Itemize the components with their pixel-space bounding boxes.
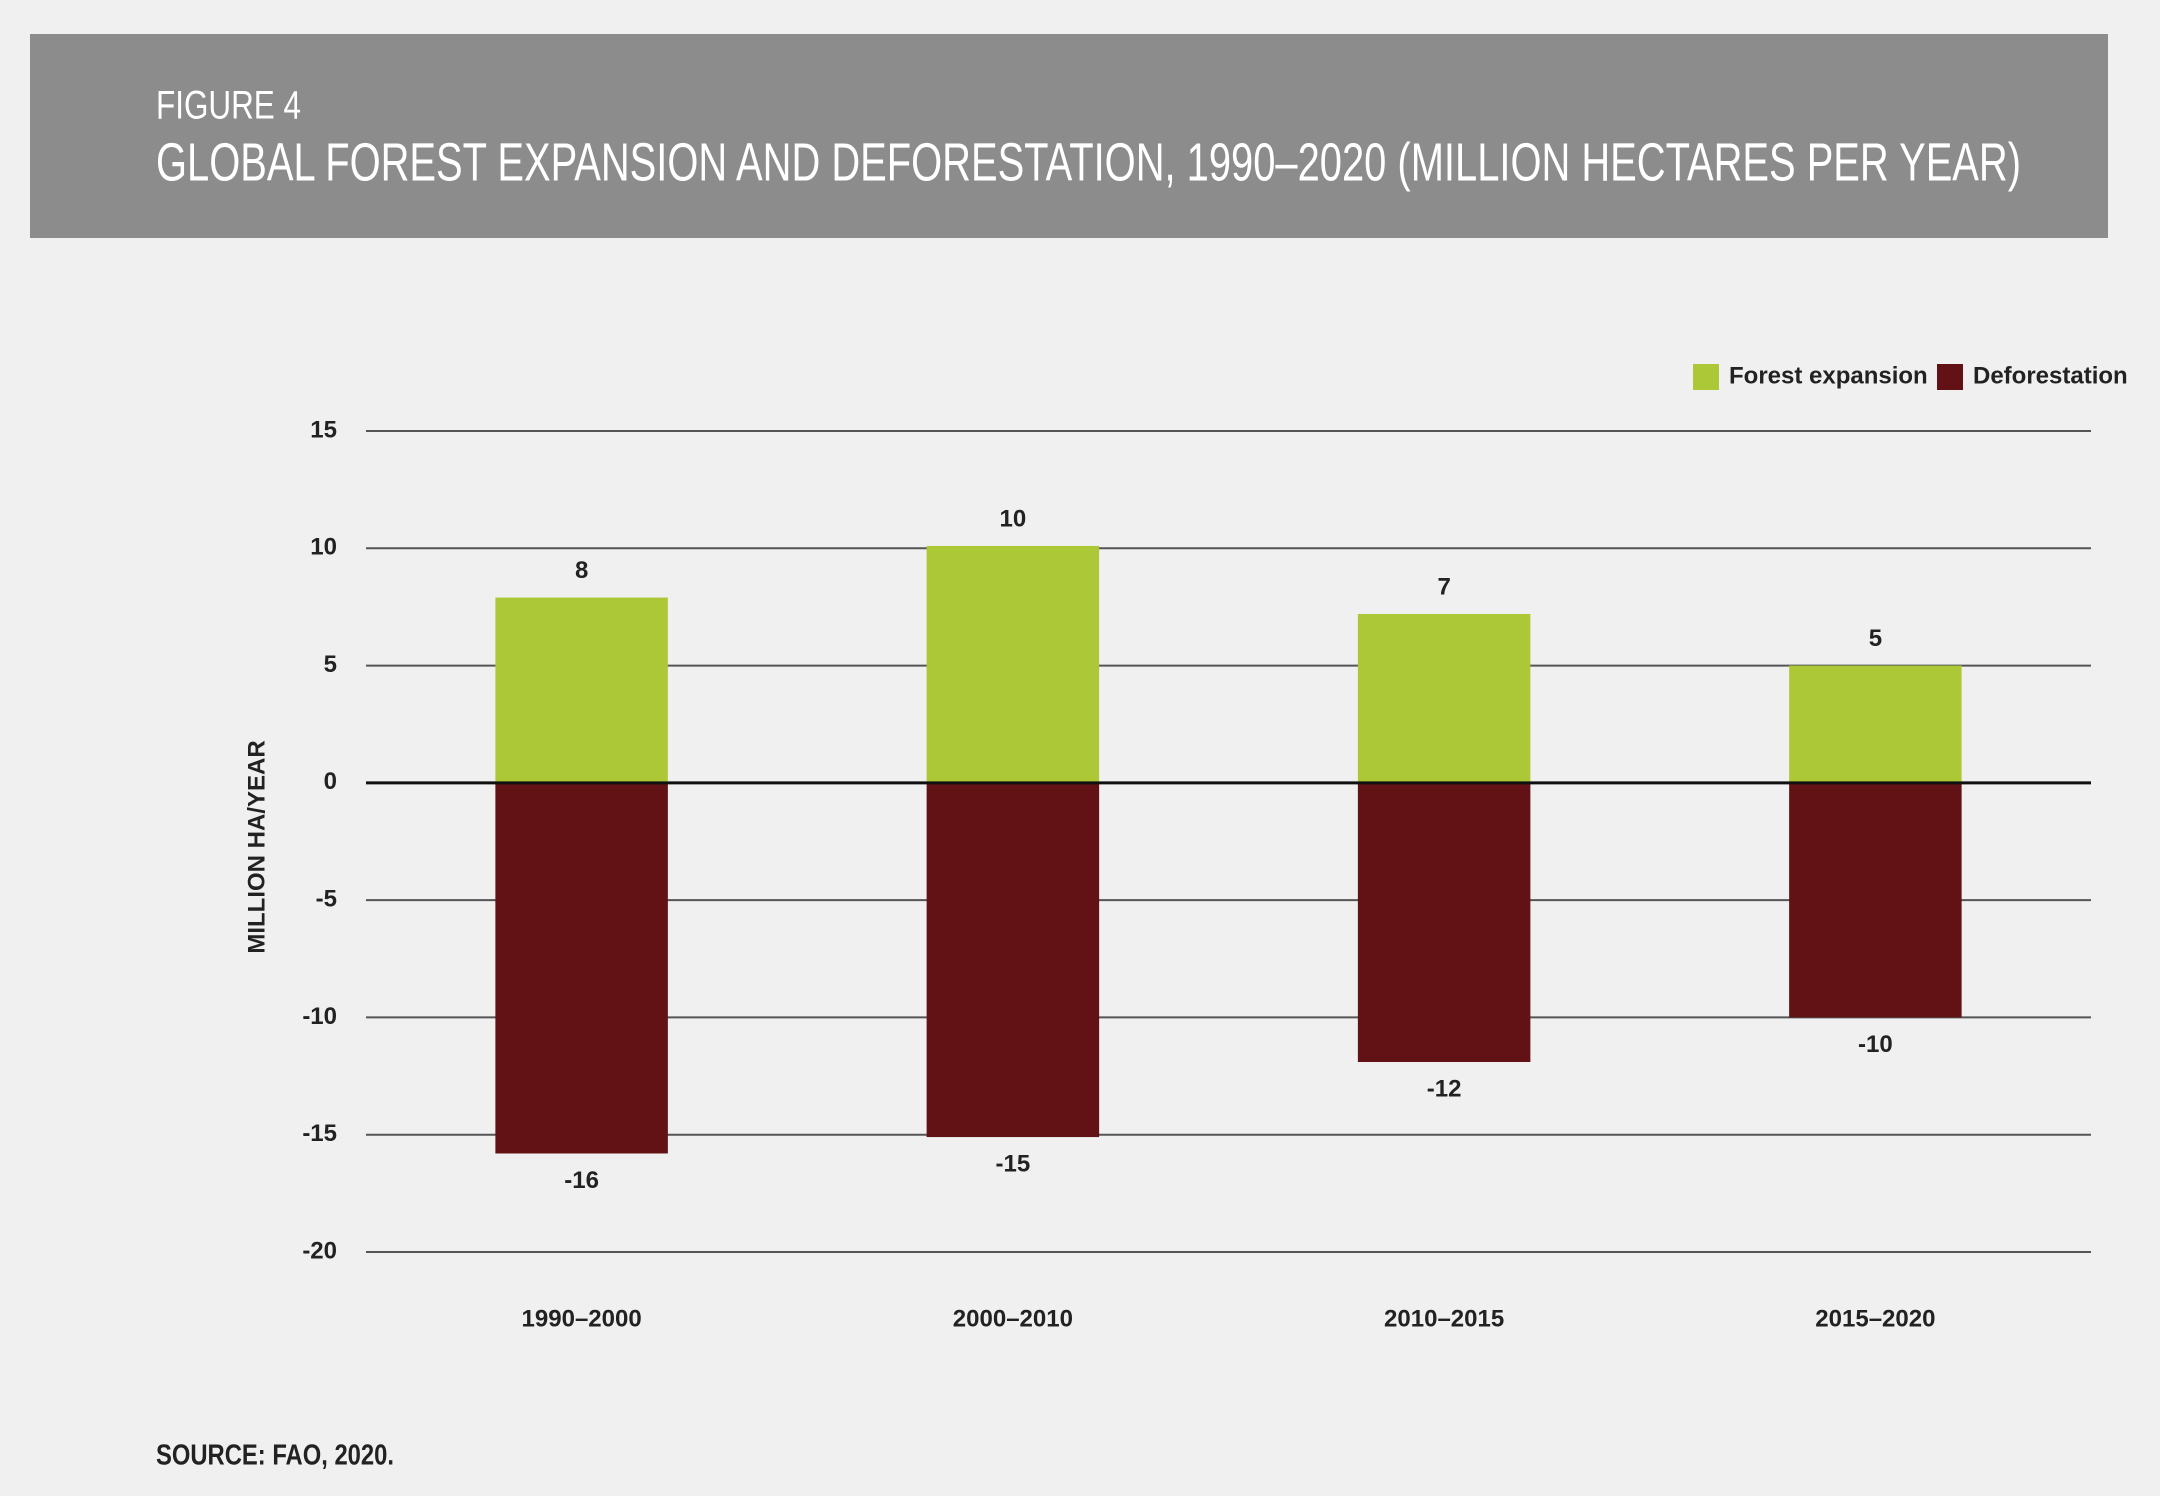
y-tick-label: 10	[310, 534, 337, 561]
data-label: -15	[996, 1150, 1031, 1177]
y-axis-label: MILLION HA/YEAR	[243, 740, 270, 953]
data-label: -10	[1858, 1031, 1893, 1058]
x-tick-label: 2000–2010	[953, 1305, 1073, 1332]
y-tick-label: 15	[310, 416, 337, 443]
y-tick-label: -10	[302, 1003, 337, 1030]
y-tick-label: -5	[316, 885, 337, 912]
bar	[495, 782, 668, 1154]
header-band	[30, 34, 2108, 238]
source: SOURCE: FAO, 2020.	[156, 1440, 394, 1472]
chart-title: GLOBAL FOREST EXPANSION AND DEFORESTATIO…	[156, 132, 2021, 192]
x-tick-label: 2010–2015	[1384, 1305, 1504, 1332]
data-label: -16	[564, 1167, 599, 1194]
y-tick-label: 5	[324, 651, 337, 678]
data-label: 10	[1000, 505, 1027, 532]
data-label: 5	[1869, 625, 1882, 652]
x-tick-label: 2015–2020	[1815, 1305, 1935, 1332]
data-label: -12	[1427, 1075, 1462, 1102]
data-label: 7	[1437, 573, 1450, 600]
bar	[1789, 782, 1962, 1018]
legend-swatch	[1693, 364, 1719, 390]
legend-swatch	[1937, 364, 1963, 390]
bar	[926, 782, 1100, 1138]
bar	[926, 545, 1100, 783]
y-tick-label: 0	[324, 768, 337, 795]
bar	[495, 597, 668, 783]
legend-label: Deforestation	[1973, 362, 2128, 389]
data-label: 8	[575, 557, 588, 584]
bar	[1789, 665, 1962, 783]
bar	[1357, 782, 1531, 1062]
legend-label: Forest expansion	[1729, 362, 1928, 389]
y-tick-label: -15	[302, 1120, 337, 1147]
y-tick-label: -20	[302, 1237, 337, 1264]
bar	[1357, 613, 1531, 783]
x-tick-label: 1990–2000	[522, 1305, 642, 1332]
figure-number: FIGURE 4	[156, 84, 301, 128]
